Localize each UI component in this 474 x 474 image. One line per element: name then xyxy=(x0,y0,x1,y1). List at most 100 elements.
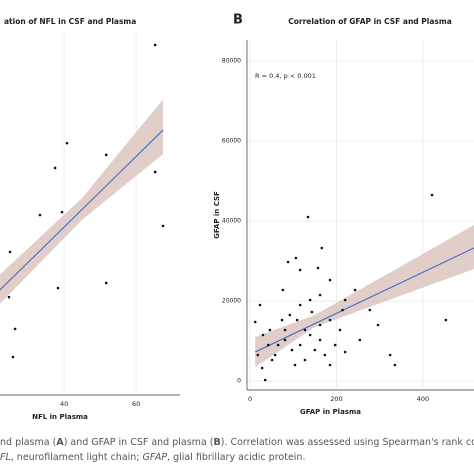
caption-text: ) and GFAP in CSF and plasma ( xyxy=(63,437,214,448)
point xyxy=(298,343,302,347)
point xyxy=(290,348,294,352)
point xyxy=(293,363,297,367)
point xyxy=(260,366,264,370)
point xyxy=(283,328,287,332)
chart-title: Correlation of GFAP in CSF and Plasma xyxy=(288,17,452,26)
point xyxy=(328,278,332,282)
point xyxy=(268,328,272,332)
point xyxy=(341,308,344,312)
x-tick-label: 0 xyxy=(248,395,252,403)
point xyxy=(388,353,392,357)
y-tick-label: 60000 xyxy=(222,138,241,145)
point xyxy=(263,378,267,382)
caption-line: FL, neurofilament light chain; GFAP, gli… xyxy=(0,452,305,463)
point xyxy=(294,256,298,260)
point xyxy=(303,358,307,362)
x-tick-label: 40 xyxy=(60,400,68,408)
point xyxy=(153,43,157,47)
chart-title: ation of NFL in CSF and Plasma xyxy=(4,17,136,26)
point xyxy=(430,193,434,197)
point xyxy=(295,318,299,322)
point xyxy=(280,318,284,322)
point xyxy=(328,318,332,322)
y-axis-label: GFAP in CSF xyxy=(213,191,221,239)
caption-line: nd plasma (A) and GFAP in CSF and plasma… xyxy=(0,437,474,448)
point xyxy=(333,343,337,347)
point xyxy=(353,288,357,292)
caption-text: , glial fibrillary acidic protein. xyxy=(167,452,306,463)
y-tick-label: 80000 xyxy=(222,58,241,65)
point xyxy=(298,303,302,307)
point xyxy=(318,338,322,342)
x-tick-label: 400 xyxy=(417,395,429,403)
point xyxy=(13,327,17,331)
x-tick-label: 60 xyxy=(132,400,140,408)
figure: 40 60 ation of NFL in CSF and Plasma NFL in… xyxy=(0,13,474,421)
point xyxy=(316,266,320,270)
point xyxy=(60,210,64,214)
point xyxy=(65,141,69,145)
point xyxy=(256,353,260,357)
point xyxy=(368,308,372,312)
point xyxy=(444,318,448,322)
point xyxy=(253,320,257,324)
point xyxy=(303,328,307,332)
point xyxy=(308,298,312,302)
point xyxy=(393,363,397,367)
panel-label: B xyxy=(233,13,243,28)
point xyxy=(323,353,327,357)
x-tick-label: 200 xyxy=(330,395,342,403)
point xyxy=(53,166,57,170)
y-tick-label: 0 xyxy=(237,378,241,385)
point xyxy=(276,343,280,347)
point xyxy=(288,313,292,317)
point xyxy=(104,153,108,157)
point xyxy=(38,213,42,217)
point xyxy=(318,293,322,297)
point xyxy=(343,298,347,302)
point xyxy=(328,363,332,367)
point xyxy=(266,343,270,347)
point xyxy=(8,250,12,254)
point xyxy=(310,310,314,314)
confidence-band xyxy=(255,225,474,367)
x-axis-label: GFAP in Plasma xyxy=(300,408,361,416)
point xyxy=(320,246,324,250)
point xyxy=(318,323,322,327)
point xyxy=(11,355,15,359)
caption-text: , neurofilament light chain; xyxy=(10,452,143,463)
caption-text: GFAP xyxy=(142,452,168,463)
caption-text: FL xyxy=(0,452,11,463)
y-tick-label: 20000 xyxy=(222,298,241,305)
confidence-band xyxy=(0,99,164,304)
point xyxy=(283,338,287,342)
point xyxy=(281,288,285,292)
point xyxy=(338,328,342,332)
y-tick-label: 40000 xyxy=(222,218,241,225)
point xyxy=(258,303,262,307)
point xyxy=(313,348,317,352)
point xyxy=(308,333,312,337)
point xyxy=(56,286,60,290)
point xyxy=(376,323,380,327)
point xyxy=(273,353,277,357)
caption-text: ). Correlation was assessed using Spearm… xyxy=(220,437,474,448)
x-axis-label: NFL in Plasma xyxy=(32,413,88,421)
point xyxy=(161,224,165,228)
caption-text: nd plasma ( xyxy=(0,437,57,448)
point xyxy=(261,333,265,337)
caption-text: B xyxy=(213,437,221,448)
fit-line xyxy=(255,247,474,353)
point xyxy=(153,170,157,174)
point xyxy=(286,260,290,264)
point xyxy=(7,295,11,299)
fit-line xyxy=(0,129,164,291)
caption-text: A xyxy=(56,437,64,448)
point xyxy=(104,281,108,285)
point xyxy=(358,338,362,342)
point xyxy=(298,268,302,272)
point xyxy=(306,215,310,219)
point xyxy=(270,358,274,362)
annotation: R = 0.4, p < 0.001 xyxy=(255,72,316,80)
